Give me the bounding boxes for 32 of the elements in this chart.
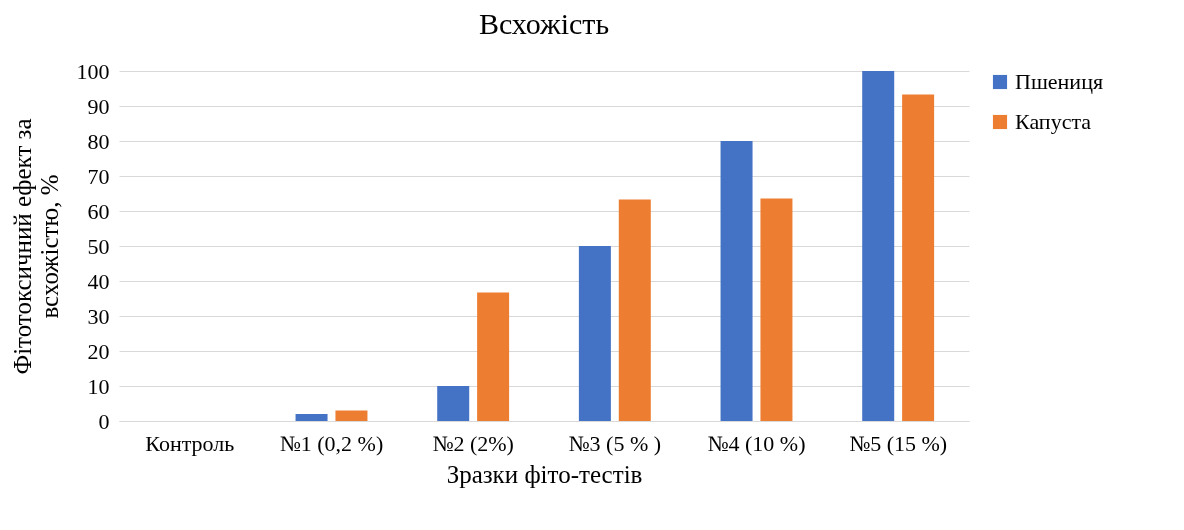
y-axis-title: Фітотоксичний ефект за всхожістю, % — [8, 118, 63, 375]
chart-title: Всхожість — [478, 7, 610, 40]
bar — [760, 198, 793, 421]
bar — [295, 414, 328, 421]
y-tick-label: 20 — [87, 338, 110, 364]
y-tick-label: 50 — [87, 233, 110, 259]
y-tick-label: 30 — [87, 303, 110, 329]
bar — [902, 94, 935, 421]
x-tick-label: №5 (15 %) — [849, 430, 948, 456]
x-tick-label: №3 (5 % ) — [568, 430, 662, 456]
x-axis-title: Зразки фіто-тестів — [446, 460, 643, 488]
y-tick-label: 60 — [87, 198, 110, 224]
bar — [720, 141, 753, 421]
bar — [618, 199, 651, 421]
bar — [437, 386, 470, 421]
legend-label: Пшениця — [1015, 69, 1104, 94]
y-tick-label: 90 — [87, 93, 110, 119]
bar — [335, 410, 368, 421]
y-tick-label: 100 — [76, 58, 110, 84]
y-tick-label: 40 — [87, 268, 110, 294]
bar — [578, 246, 611, 421]
y-tick-label: 80 — [87, 128, 110, 154]
bar — [862, 71, 895, 421]
x-tick-label: №4 (10 %) — [707, 430, 806, 456]
bar — [477, 292, 510, 421]
y-tick-label: 0 — [98, 408, 110, 434]
x-tick-label: №2 (2%) — [432, 430, 514, 456]
y-tick-label: 10 — [87, 373, 110, 399]
legend-label: Капуста — [1015, 109, 1092, 134]
x-tick-label: №1 (0,2 %) — [279, 430, 384, 456]
x-tick-label: Контроль — [145, 430, 235, 456]
y-tick-label: 70 — [87, 163, 110, 189]
